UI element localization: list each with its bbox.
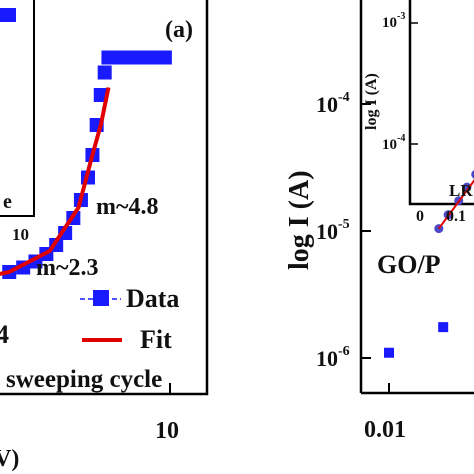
panel-a-inset-text: e <box>3 191 12 213</box>
panel-b-y-ticks: 10-4 10-5 10-6 <box>316 90 371 371</box>
annotation-m23: m~2.3 <box>36 255 98 281</box>
panel-b-x-tick-label: 0.01 <box>364 417 406 443</box>
panel-a-data-point <box>127 50 142 65</box>
panel-a-x-label: V) <box>0 446 19 472</box>
legend-data-marker <box>93 290 109 306</box>
annotation-m48: m~4.8 <box>96 194 158 220</box>
panel-b-inset-x-tick-label-left: 0 <box>416 208 424 225</box>
panel-b-y-label: log I (A) <box>284 170 315 270</box>
legend-data-label: Data <box>126 284 179 313</box>
panel-a-fit-line <box>0 87 111 276</box>
panel-b-inset: log I (A) 10-3 10-4 LR 0.1 0 <box>363 0 474 234</box>
panel-a-x-tick-label: 10 <box>155 418 179 444</box>
panel-b-series-label: GO/P <box>377 250 441 279</box>
panel-b-inset-y-tick-label-1: 10-3 <box>382 11 405 31</box>
panel-a-data-point <box>140 50 155 65</box>
panel-b-y-tick-label-2: 10-5 <box>316 217 350 244</box>
panel-b-inset-y-tick-label-2: 10-4 <box>382 133 405 153</box>
panel-a: e 10 (a) m~4.8 m~2.3 4 Data Fit sweeping… <box>0 0 209 472</box>
panel-b-y-tick-label-3: 10-6 <box>316 344 350 371</box>
panel-b-data-markers <box>384 322 449 358</box>
panel-a-data-markers <box>0 50 172 284</box>
legend-fit-label: Fit <box>140 325 172 354</box>
panel-b-inset-text: LR <box>449 181 473 200</box>
panel-b-inset-fit-line <box>438 179 474 230</box>
panel-a-data-point <box>157 50 172 65</box>
panel-a-inset-frame <box>0 0 35 217</box>
panel-b-inset-y-label: log I (A) <box>363 73 380 130</box>
panel-b-inset-point <box>471 170 474 179</box>
panel-a-data-point <box>97 65 112 80</box>
panel-a-legend: Data Fit <box>80 284 179 354</box>
panel-b-data-point <box>384 347 394 358</box>
panel-b: log I (A) 10-4 10-5 10-6 0.01 GO/P log I… <box>284 0 474 443</box>
panel-b-inset-point <box>462 182 472 192</box>
panel-b-y-tick-label-1: 10-4 <box>316 90 350 117</box>
panel-a-inset-marker <box>0 8 16 22</box>
panel-b-inset-frame <box>408 0 474 206</box>
annotation-left: 4 <box>0 320 9 349</box>
panel-b-data-point <box>438 322 449 333</box>
panel-a-frame <box>0 0 209 396</box>
panel-b-inset-x-tick-label: 0.1 <box>446 208 466 225</box>
panel-a-label: (a) <box>165 17 193 43</box>
panel-a-inset-x-tick: 10 <box>12 225 29 244</box>
panel-a-caption: sweeping cycle <box>6 366 162 393</box>
